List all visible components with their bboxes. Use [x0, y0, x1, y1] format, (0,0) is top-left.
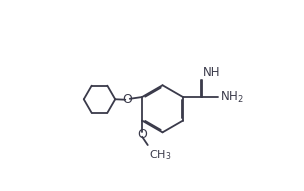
Text: NH: NH: [203, 66, 220, 79]
Text: O: O: [123, 93, 133, 106]
Text: CH$_3$: CH$_3$: [149, 148, 172, 162]
Text: NH$_2$: NH$_2$: [219, 89, 243, 104]
Text: O: O: [137, 128, 147, 141]
